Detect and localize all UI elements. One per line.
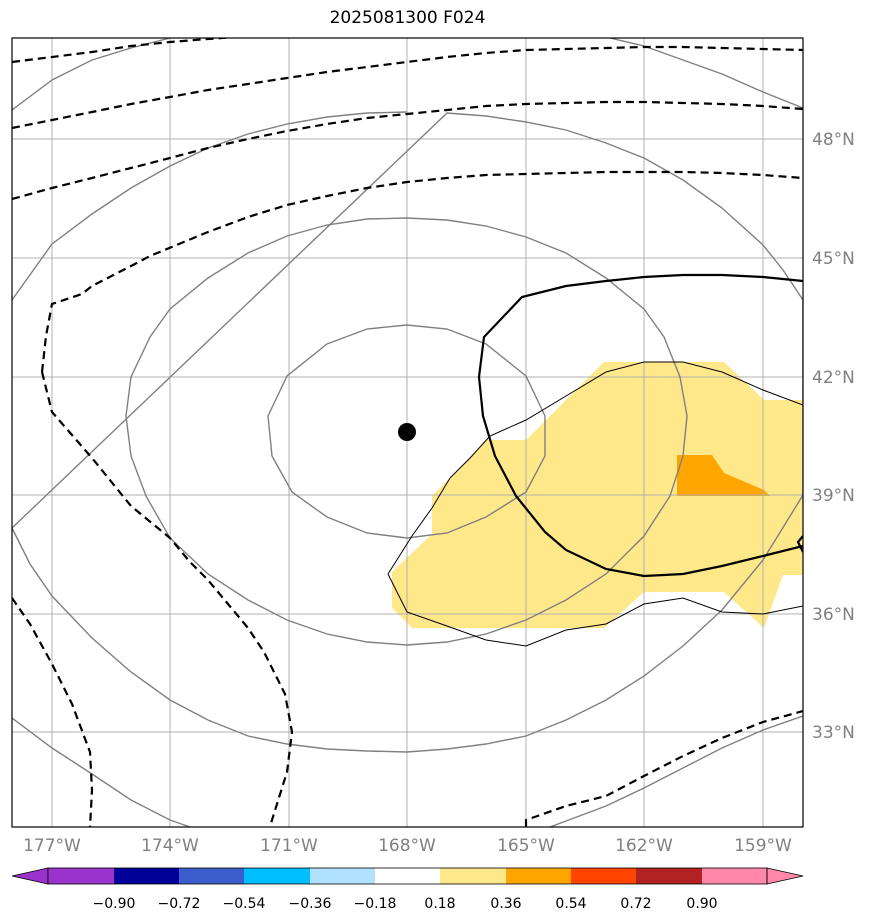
colorbar-bin-8	[571, 868, 636, 884]
colorbar-tick-label: −0.72	[158, 896, 201, 912]
center-marker	[398, 423, 416, 441]
lon-label-168w: 168°W	[378, 836, 436, 856]
colorbar-tick-label: 0.72	[620, 896, 651, 912]
colorbar-frame	[47, 867, 768, 885]
colorbar-bin-5	[375, 868, 440, 884]
graticule	[12, 38, 803, 827]
colorbar-extend-max	[766, 867, 804, 885]
lat-label-36n: 36°N	[812, 605, 855, 625]
lon-label-162w: 162°W	[615, 836, 673, 856]
map-title: 2025081300 F024	[329, 8, 486, 28]
lat-label-48n: 48°N	[812, 130, 855, 150]
colorbar: −0.90 −0.72 −0.54 −0.36 −0.18 0.18 0.36 …	[11, 867, 804, 912]
colorbar-tick-label: −0.18	[354, 896, 397, 912]
lon-label-174w: 174°W	[141, 836, 199, 856]
lon-label-165w: 165°W	[497, 836, 555, 856]
lon-label-177w: 177°W	[23, 836, 81, 856]
lat-label-42n: 42°N	[812, 368, 855, 388]
colorbar-bin-6	[440, 868, 506, 884]
map-panel	[12, 38, 803, 827]
lat-label-33n: 33°N	[812, 723, 855, 743]
colorbar-bin-1	[114, 868, 179, 884]
colorbar-bin-3	[244, 868, 310, 884]
map-frame	[11, 37, 804, 828]
colorbar-tick-label: 0.54	[555, 896, 586, 912]
lat-label-45n: 45°N	[812, 249, 855, 269]
colorbar-tick-label: 0.18	[424, 896, 455, 912]
thick-black-contour	[477, 273, 803, 578]
colorbar-bin-7	[506, 868, 571, 884]
lon-label-159w: 159°W	[734, 836, 792, 856]
colorbar-tick-label: −0.90	[93, 896, 136, 912]
colorbar-bin-9	[636, 868, 702, 884]
thin-black-contour	[387, 361, 803, 647]
colorbar-tick-label: 0.36	[490, 896, 521, 912]
colorbar-bin-2	[179, 868, 244, 884]
colorbar-bin-4	[310, 868, 375, 884]
colorbar-tick-label: −0.54	[223, 896, 266, 912]
colorbar-tick-label: −0.36	[289, 896, 332, 912]
colorbar-bin-0	[48, 868, 114, 884]
shaded-region-orange	[677, 455, 770, 496]
lat-label-39n: 39°N	[812, 486, 855, 506]
colorbar-bin-10	[702, 868, 767, 884]
colorbar-extend-min	[11, 867, 49, 885]
colorbar-tick-label: 0.90	[686, 896, 717, 912]
thick-black-contour-edge	[796, 535, 803, 553]
lon-label-171w: 171°W	[260, 836, 318, 856]
dashed-contours	[12, 38, 803, 827]
